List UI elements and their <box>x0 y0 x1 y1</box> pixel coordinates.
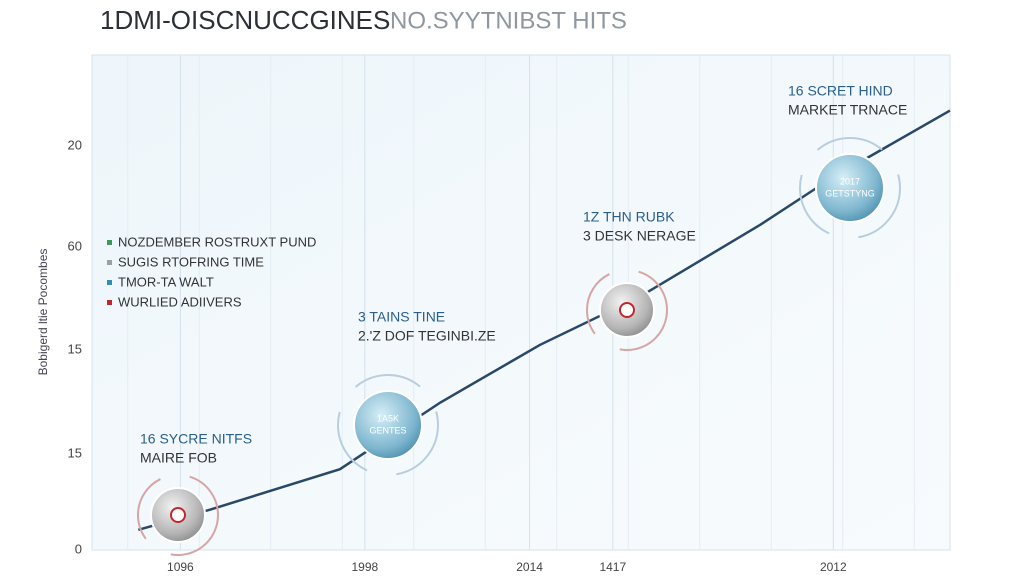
bubble-text: 1A5K <box>377 413 399 423</box>
annotation-text: 3 DESK NERAGE <box>583 228 696 244</box>
y-tick-label: 0 <box>75 541 82 556</box>
marker <box>353 390 423 460</box>
marker-ring <box>799 137 901 239</box>
x-tick-label: 1096 <box>167 560 194 574</box>
legend-swatch <box>107 280 112 285</box>
bubble-text: GENTES <box>369 425 406 435</box>
marker-ring <box>337 374 439 476</box>
annotation-text: 16 SYCRE NITFS <box>140 431 252 447</box>
bubble-text: 2017 <box>840 176 860 186</box>
legend-swatch <box>107 300 112 305</box>
plot-area <box>91 54 951 551</box>
chart-title: 1DMI-OISCNUCCGINES <box>100 5 390 35</box>
marker-dot <box>619 302 635 318</box>
y-tick-label: 15 <box>68 341 82 356</box>
legend-label: SUGIS RTOFRING TIME <box>118 254 264 269</box>
x-tick-label: 2012 <box>820 560 847 574</box>
marker-ring <box>586 269 668 351</box>
annotation-text: MARKET TRNACE <box>788 102 907 118</box>
legend-label: TMOR-TA WALT <box>118 274 214 289</box>
y-tick-label: 60 <box>68 238 82 253</box>
legend-label: NOZDEMBER ROSTRUXT PUND <box>118 234 316 249</box>
marker <box>815 153 885 223</box>
chart-subtitle: NO.SYYTNIBST HITS <box>390 7 627 34</box>
legend-swatch <box>107 240 112 245</box>
annotation-text: 3 TAINS TINE <box>358 309 445 325</box>
marker-ring <box>137 474 219 556</box>
legend-label: WURLIED ADIIVERS <box>118 294 242 309</box>
marker-dot <box>170 507 186 523</box>
legend-swatch <box>107 260 112 265</box>
annotation-text: 1Z THN RUBK <box>583 209 675 225</box>
annotation-text: MAIRE FOB <box>140 450 217 466</box>
line-series <box>137 109 951 531</box>
x-tick-label: 1417 <box>599 560 626 574</box>
y-tick-label: 15 <box>68 445 82 460</box>
x-tick-label: 2014 <box>516 560 543 574</box>
annotation-text: 16 SCRET HIND <box>788 83 893 99</box>
bubble-text: GETSTYNG <box>825 188 875 198</box>
y-axis-label: Bobigerd ltie Pocombes <box>36 249 50 376</box>
annotation-text: 2.'Z DOF TEGINBI.ZE <box>358 328 496 344</box>
y-tick-label: 20 <box>68 137 82 152</box>
x-tick-label: 1998 <box>351 560 378 574</box>
